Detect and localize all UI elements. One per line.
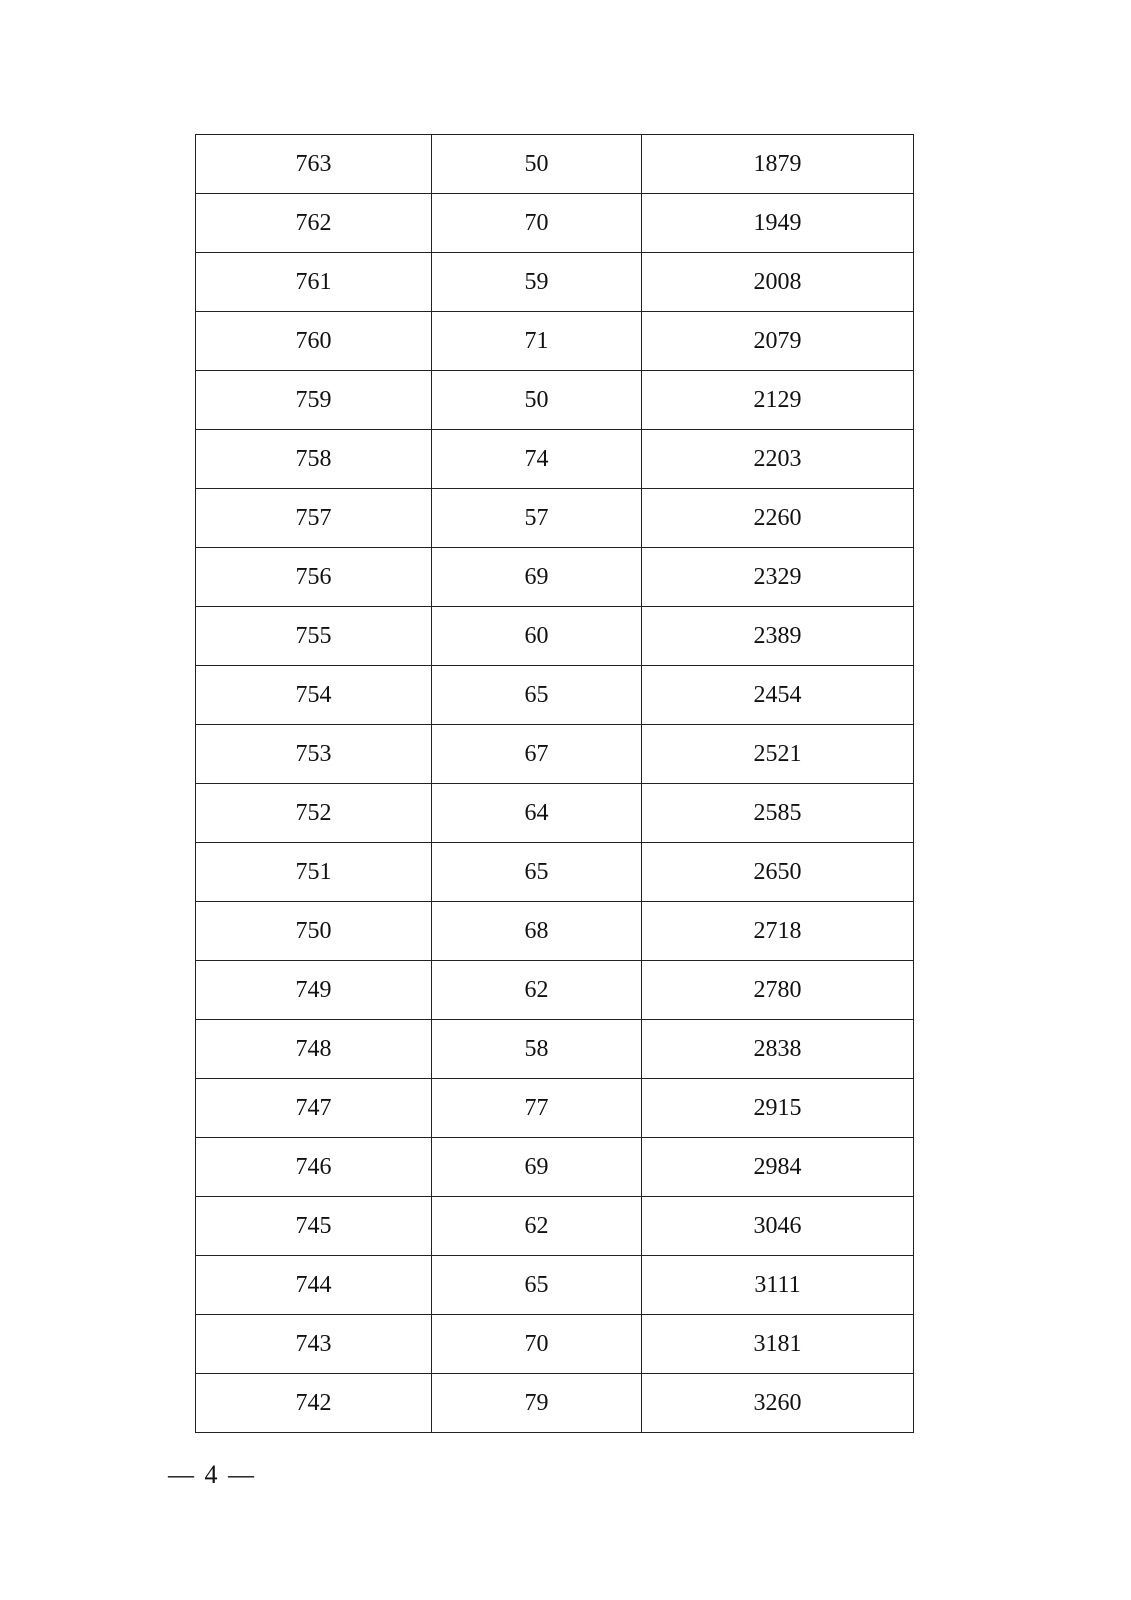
table-cell: 65 (431, 1255, 642, 1315)
table-row: 743 70 3181 (195, 1314, 914, 1374)
table-row: 752 64 2585 (195, 783, 914, 843)
table-cell: 3046 (641, 1196, 914, 1256)
table-row: 763 50 1879 (195, 134, 914, 194)
table-cell: 750 (195, 901, 432, 961)
table-row: 757 57 2260 (195, 488, 914, 548)
table-cell: 65 (431, 665, 642, 725)
table-row: 747 77 2915 (195, 1078, 914, 1138)
table-cell: 756 (195, 547, 432, 607)
table-row: 750 68 2718 (195, 901, 914, 961)
table-cell: 2389 (641, 606, 914, 666)
table-row: 760 71 2079 (195, 311, 914, 371)
table-cell: 3260 (641, 1373, 914, 1433)
table-row: 755 60 2389 (195, 606, 914, 666)
table-cell: 70 (431, 193, 642, 253)
table-row: 762 70 1949 (195, 193, 914, 253)
table-cell: 62 (431, 1196, 642, 1256)
table-row: 749 62 2780 (195, 960, 914, 1020)
table-cell: 762 (195, 193, 432, 253)
table-cell: 74 (431, 429, 642, 489)
table-row: 751 65 2650 (195, 842, 914, 902)
table-row: 758 74 2203 (195, 429, 914, 489)
table-cell: 57 (431, 488, 642, 548)
table-row: 745 62 3046 (195, 1196, 914, 1256)
table-cell: 742 (195, 1373, 432, 1433)
table-cell: 2260 (641, 488, 914, 548)
table-cell: 759 (195, 370, 432, 430)
table-cell: 60 (431, 606, 642, 666)
table-row: 759 50 2129 (195, 370, 914, 430)
table-cell: 59 (431, 252, 642, 312)
page-number: — 4 — (168, 1460, 256, 1489)
table-cell: 747 (195, 1078, 432, 1138)
table-cell: 71 (431, 311, 642, 371)
table-cell: 753 (195, 724, 432, 784)
table-cell: 2079 (641, 311, 914, 371)
table-cell: 62 (431, 960, 642, 1020)
table-cell: 50 (431, 370, 642, 430)
table-cell: 2585 (641, 783, 914, 843)
table-cell: 2203 (641, 429, 914, 489)
table-row: 761 59 2008 (195, 252, 914, 312)
table-cell: 2838 (641, 1019, 914, 1079)
table-cell: 77 (431, 1078, 642, 1138)
table-row: 744 65 3111 (195, 1255, 914, 1315)
table-cell: 760 (195, 311, 432, 371)
table-cell: 3111 (641, 1255, 914, 1315)
table-cell: 2008 (641, 252, 914, 312)
table-cell: 743 (195, 1314, 432, 1374)
table-cell: 754 (195, 665, 432, 725)
table-cell: 2329 (641, 547, 914, 607)
table-cell: 744 (195, 1255, 432, 1315)
table-cell: 2129 (641, 370, 914, 430)
table-cell: 50 (431, 134, 642, 194)
table-row: 753 67 2521 (195, 724, 914, 784)
table-row: 754 65 2454 (195, 665, 914, 725)
table-cell: 70 (431, 1314, 642, 1374)
table-cell: 758 (195, 429, 432, 489)
table-cell: 2454 (641, 665, 914, 725)
table-cell: 748 (195, 1019, 432, 1079)
table-cell: 755 (195, 606, 432, 666)
table-cell: 2521 (641, 724, 914, 784)
table-cell: 761 (195, 252, 432, 312)
table-cell: 79 (431, 1373, 642, 1433)
table-cell: 67 (431, 724, 642, 784)
table-cell: 749 (195, 960, 432, 1020)
table-cell: 65 (431, 842, 642, 902)
table-cell: 1949 (641, 193, 914, 253)
table-cell: 68 (431, 901, 642, 961)
table-cell: 64 (431, 783, 642, 843)
table-cell: 2718 (641, 901, 914, 961)
table-row: 748 58 2838 (195, 1019, 914, 1079)
table-cell: 2650 (641, 842, 914, 902)
table-cell: 751 (195, 842, 432, 902)
table-cell: 2915 (641, 1078, 914, 1138)
table-cell: 69 (431, 547, 642, 607)
table-cell: 3181 (641, 1314, 914, 1374)
table-cell: 752 (195, 783, 432, 843)
table-cell: 763 (195, 134, 432, 194)
table-row: 742 79 3260 (195, 1373, 914, 1433)
table-cell: 745 (195, 1196, 432, 1256)
score-table: 763 50 1879 762 70 1949 761 59 2008 760 71 2079 759 5… (195, 134, 914, 1433)
table-cell: 757 (195, 488, 432, 548)
table-cell: 1879 (641, 134, 914, 194)
table-cell: 58 (431, 1019, 642, 1079)
table-cell: 2984 (641, 1137, 914, 1197)
table-row: 746 69 2984 (195, 1137, 914, 1197)
table-cell: 69 (431, 1137, 642, 1197)
table-row: 756 69 2329 (195, 547, 914, 607)
table-cell: 746 (195, 1137, 432, 1197)
table-cell: 2780 (641, 960, 914, 1020)
